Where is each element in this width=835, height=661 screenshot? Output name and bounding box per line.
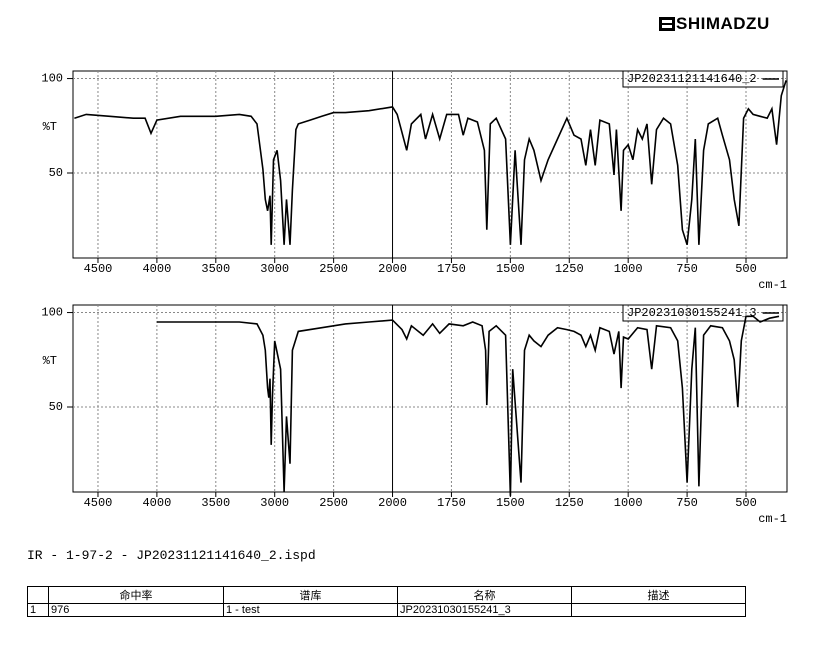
x-tick-label: 1500 (496, 496, 525, 510)
x-tick-label: 4000 (142, 262, 171, 276)
x-tick-label: 750 (676, 496, 698, 510)
x-tick-label: 500 (735, 262, 757, 276)
x-tick-label: 2000 (378, 262, 407, 276)
x-axis-label: cm-1 (758, 512, 787, 526)
x-tick-label: 1000 (614, 262, 643, 276)
x-tick-label: 4000 (142, 496, 171, 510)
x-tick-label: 3000 (260, 262, 289, 276)
legend-box (622, 304, 784, 322)
legend-label: JP20231121141640_2 (627, 72, 757, 86)
y-tick-label: 100 (41, 72, 63, 86)
y-tick-label: 50 (49, 400, 63, 414)
plot-frame (72, 70, 788, 259)
header-cell: 描述 (571, 586, 746, 604)
cell: JP20231030155241_3 (397, 603, 572, 617)
chart: 4500 4000 3500 3000 2500 2000 1750 1500 1250 1000… (41, 70, 788, 526)
x-tick-label: 1750 (437, 262, 466, 276)
header-cell: 谱库 (223, 586, 398, 604)
x-tick-label: 1000 (614, 496, 643, 510)
cell: 976 (48, 603, 224, 617)
x-tick-label: 500 (735, 496, 757, 510)
spectrum-line (74, 80, 787, 246)
x-tick-label: 1250 (555, 262, 584, 276)
logo-icon (659, 17, 675, 31)
y-tick-label: 100 (41, 306, 63, 320)
x-tick-label: 1750 (437, 496, 466, 510)
y-axis-label: %T (43, 354, 57, 368)
x-tick-label: 750 (676, 262, 698, 276)
header-cell: 命中率 (48, 586, 224, 604)
x-tick-label: 1500 (496, 262, 525, 276)
x-tick-label: 3500 (201, 262, 230, 276)
file-label: IR - 1-97-2 - JP20231121141640_2.ispd (27, 548, 316, 563)
header-cell (27, 586, 49, 604)
x-tick-label: 4500 (84, 262, 113, 276)
result-table: 命中率 谱库 名称 描述 1 976 1 - test JP2023103015… (27, 586, 746, 617)
x-tick-label: 2500 (319, 262, 348, 276)
x-axis-label: cm-1 (758, 278, 787, 292)
x-tick-label: 2000 (378, 496, 407, 510)
header-cell: 名称 (397, 586, 572, 604)
legend-label: JP20231030155241_3 (627, 306, 757, 320)
x-tick-label: 1250 (555, 496, 584, 510)
cell: 1 (27, 603, 49, 617)
plot-frame (72, 304, 788, 493)
x-tick-label: 4500 (84, 496, 113, 510)
y-tick-label: 50 (49, 166, 63, 180)
logo: SHIMADZU (658, 14, 770, 34)
legend-box (622, 70, 784, 88)
x-tick-label: 3000 (260, 496, 289, 510)
x-tick-label: 2500 (319, 496, 348, 510)
cell: 1 - test (223, 603, 398, 617)
x-tick-label: 3500 (201, 496, 230, 510)
logo-text: SHIMADZU (676, 14, 770, 33)
spectrum-line (156, 315, 780, 496)
y-axis-label: %T (43, 120, 57, 134)
cell (571, 603, 746, 617)
